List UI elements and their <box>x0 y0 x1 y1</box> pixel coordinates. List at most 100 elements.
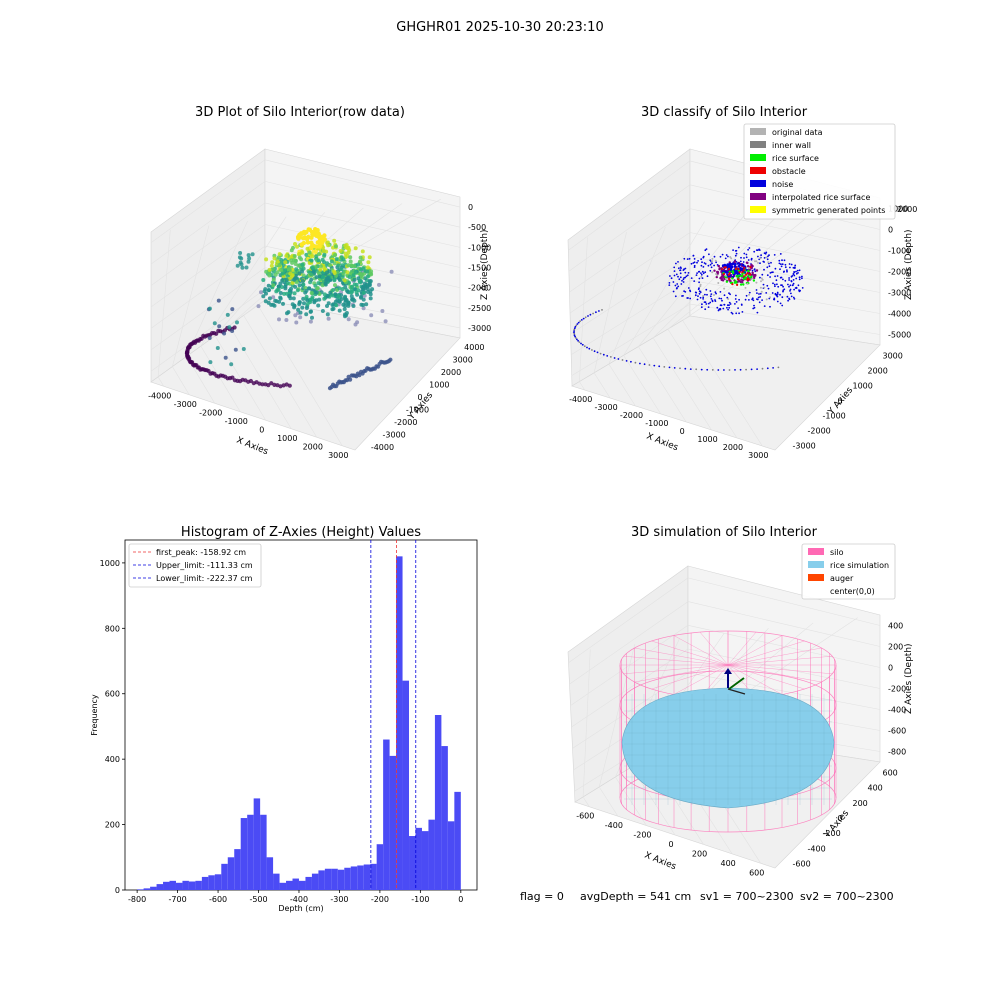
classify-point <box>790 280 793 283</box>
raw-point <box>340 287 345 291</box>
classify-point <box>745 294 748 297</box>
hist-legend-entries: first_peak: -158.92 cm Upper_limit: -111.… <box>133 548 253 583</box>
hist-bar <box>454 791 461 890</box>
raw-point <box>296 252 301 257</box>
gridline-z <box>569 208 691 293</box>
raw-point <box>278 295 283 300</box>
raw-point <box>343 314 347 319</box>
classify-point <box>773 254 776 256</box>
raw-point <box>215 346 220 350</box>
raw-point <box>365 265 370 270</box>
raw-point <box>247 256 252 261</box>
classify-point <box>795 287 798 289</box>
classify-point <box>734 254 737 257</box>
classify-point <box>776 300 779 303</box>
simulation-plot[interactable]: 3D simulation of Silo Interior -600 -400 -… <box>567 525 914 877</box>
classify-point <box>792 266 795 269</box>
classify-point <box>747 269 750 273</box>
classify-point <box>786 270 788 273</box>
classify-point <box>689 297 692 300</box>
raw-point <box>295 288 300 293</box>
histogram-plot[interactable]: Histogram of Z-Axies (Height) Values -80… <box>90 525 478 913</box>
classify-point <box>706 275 709 278</box>
classify-point <box>772 282 774 285</box>
raw-point <box>346 317 351 322</box>
raw-point <box>283 268 288 273</box>
classify-point <box>734 298 737 300</box>
y-tick-label: -1000 <box>406 405 429 414</box>
classify-point <box>719 308 722 311</box>
hist-y-label: Frequency <box>90 694 99 736</box>
classify-point <box>710 293 713 295</box>
raw-plot[interactable]: 3D Plot of Silo Interior(row data) -4000… <box>148 105 491 460</box>
classify-point <box>719 276 722 280</box>
classify-point <box>698 277 701 280</box>
raw-point <box>277 263 282 268</box>
raw-point <box>317 297 322 302</box>
classify-point <box>735 294 737 297</box>
hist-bar <box>357 865 364 890</box>
raw-point <box>317 274 322 279</box>
raw-point <box>339 255 344 260</box>
classify-point <box>797 272 799 274</box>
raw-point <box>293 313 298 318</box>
classify-point <box>754 270 757 273</box>
raw-z-ticks: 0 -500 -1000 -1500 -2000 -2500 -3000 <box>468 203 491 333</box>
hist-x-tick-label: 0 <box>458 895 463 904</box>
raw-point <box>337 276 341 281</box>
classify-point <box>728 292 730 295</box>
gridline-x-back <box>172 225 210 367</box>
raw-point <box>316 258 321 263</box>
classify-point <box>732 271 735 275</box>
classify-legend-label: noise <box>772 180 793 189</box>
hist-bar <box>175 882 183 890</box>
raw-point <box>331 288 336 292</box>
hist-bar <box>279 882 287 890</box>
classify-point <box>748 299 750 301</box>
classify-point <box>747 267 750 270</box>
raw-point <box>309 244 314 250</box>
z-tick-label: -400 <box>888 706 906 715</box>
hist-legend <box>128 543 262 588</box>
hist-y-tick-label: 200 <box>105 821 120 830</box>
sim-auger <box>724 668 746 695</box>
raw-point <box>383 319 388 324</box>
raw-x-ticks: -4000-3000-2000-1000 0 1000 2000 3000 <box>148 391 348 460</box>
raw-point <box>208 360 213 365</box>
classify-point <box>573 334 576 337</box>
raw-point <box>276 287 281 292</box>
sim-legend-label: silo <box>830 548 844 557</box>
classify-point <box>694 294 697 297</box>
classify-point <box>755 269 759 272</box>
raw-point <box>297 283 302 288</box>
classify-legend-swatch <box>750 193 766 200</box>
classify-point <box>751 271 754 274</box>
hist-x-tick-label: -600 <box>209 895 227 904</box>
raw-point <box>329 259 334 264</box>
classify-point <box>792 296 795 299</box>
classify-plot[interactable]: 3D classify of Silo Interior -4000-3000-… <box>567 105 917 460</box>
raw-point <box>351 273 356 278</box>
classify-point <box>711 271 714 274</box>
classify-point <box>606 355 609 357</box>
z-tick-label: -3000 <box>468 324 491 333</box>
classify-point <box>784 263 787 266</box>
figure-suptitle: GHGHR01 2025-10-30 20:23:10 <box>396 20 603 35</box>
gridline-x <box>257 304 343 446</box>
classify-point <box>702 255 705 258</box>
x-tick-label: -3000 <box>594 403 617 412</box>
raw-point <box>310 232 315 237</box>
raw-point <box>239 256 244 261</box>
classify-point <box>788 277 790 279</box>
classify-point <box>581 343 584 346</box>
gridline-x <box>579 381 585 391</box>
raw-point <box>348 255 353 260</box>
raw-point <box>263 287 268 292</box>
raw-point <box>357 259 362 264</box>
classify-point <box>673 270 676 272</box>
raw-point <box>323 267 327 272</box>
classify-point <box>677 261 679 263</box>
classify-legend-label: interpolated rice surface <box>772 193 870 202</box>
raw-point <box>214 331 219 336</box>
raw-point <box>316 281 321 286</box>
